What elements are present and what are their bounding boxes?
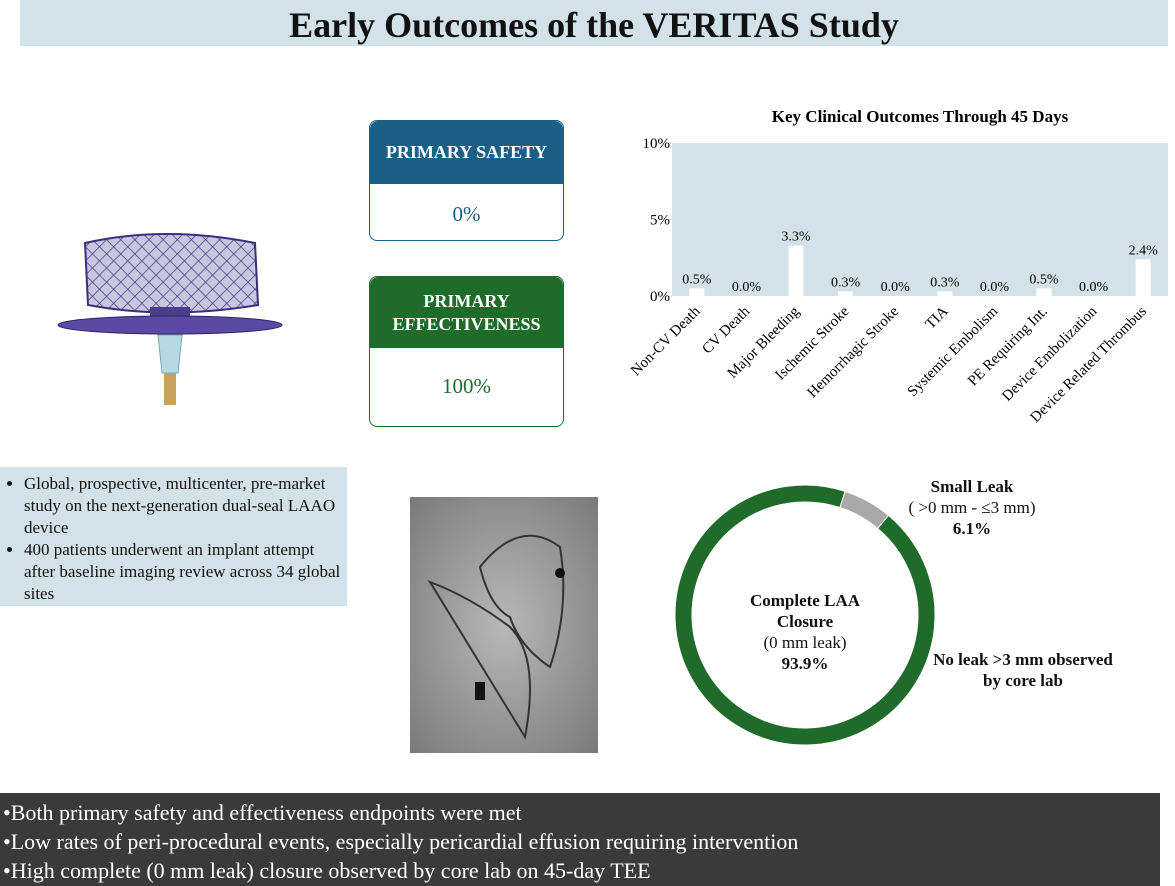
- x-tick-label: Device Embolization: [999, 303, 1100, 404]
- study-bullet: Global, prospective, multicenter, pre-ma…: [24, 473, 341, 539]
- slice-name: Complete LAA Closure: [749, 591, 860, 631]
- y-tick-label: 10%: [643, 136, 671, 152]
- conclusion: High complete (0 mm leak) closure observ…: [3, 856, 1160, 885]
- bar: [689, 288, 705, 296]
- endpoint-label: PRIMARY EFFECTIVENESS: [370, 277, 563, 348]
- bar: [788, 245, 804, 296]
- donut-chart: [674, 484, 936, 746]
- slice-description: ( >0 mm - ≤3 mm): [908, 498, 1036, 517]
- chart-title: Key Clinical Outcomes Through 45 Days: [772, 107, 1069, 126]
- conclusions-box: Both primary safety and effectiveness en…: [0, 793, 1160, 886]
- donut-center-label: Complete LAA Closure (0 mm leak) 93.9%: [730, 590, 880, 674]
- value-label: 0.0%: [881, 280, 911, 295]
- safety-box: PRIMARY SAFETY 0%: [369, 120, 564, 241]
- donut-annotation: No leak >3 mm observed by core lab: [933, 650, 1113, 690]
- endpoint-value: 0%: [452, 202, 481, 226]
- value-label: 0.5%: [682, 272, 712, 287]
- small-leak-label: Small Leak ( >0 mm - ≤3 mm) 6.1%: [872, 476, 1072, 539]
- y-tick-label: 5%: [650, 213, 670, 229]
- value-label: 0.0%: [980, 280, 1010, 295]
- y-tick-label: 0%: [650, 289, 670, 305]
- slice-name: Small Leak: [930, 477, 1014, 496]
- endpoint-label: PRIMARY SAFETY: [370, 121, 563, 184]
- endpoint-value: 100%: [442, 374, 491, 398]
- bar: [937, 291, 953, 296]
- x-tick-label: Systemic Embolism: [905, 303, 1002, 400]
- bar-chart: Key Clinical Outcomes Through 45 Days 0% 5…: [628, 107, 1168, 426]
- slice-description: (0 mm leak): [763, 633, 847, 652]
- study-box: Global, prospective, multicenter, pre-ma…: [0, 467, 347, 606]
- slice-value-label: 6.1%: [952, 519, 992, 538]
- bar: [1036, 288, 1052, 296]
- value-label: 0.0%: [1079, 280, 1109, 295]
- value-label: 0.3%: [831, 275, 861, 290]
- value-label: 2.4%: [1129, 243, 1159, 258]
- study-bullet: 400 patients underwent an implant attemp…: [24, 539, 341, 605]
- value-label: 0.0%: [732, 280, 762, 295]
- device-illustration: [57, 233, 283, 405]
- bar: [1135, 259, 1151, 296]
- x-tick-label: Hemorrhagic Stroke: [804, 303, 902, 401]
- fluoroscopy-image: [410, 497, 598, 753]
- plot-background: [672, 143, 1168, 296]
- x-tick-label: TIA: [923, 303, 952, 332]
- value-label: 0.5%: [1029, 272, 1059, 287]
- conclusion: Low rates of peri-procedural events, esp…: [3, 827, 1160, 856]
- value-label: 0.3%: [930, 275, 960, 290]
- page-title: Early Outcomes of the VERITAS Study: [20, 0, 1168, 46]
- value-label: 3.3%: [781, 230, 811, 245]
- bar: [838, 291, 854, 296]
- conclusion: Both primary safety and effectiveness en…: [3, 798, 1160, 827]
- slice-value-label: 93.9%: [781, 654, 829, 673]
- donut-slice: [839, 490, 890, 530]
- effectiveness-box: PRIMARY EFFECTIVENESS 100%: [369, 276, 564, 427]
- donut-slice: [674, 484, 936, 746]
- x-tick-label: Non-CV Death: [628, 303, 704, 379]
